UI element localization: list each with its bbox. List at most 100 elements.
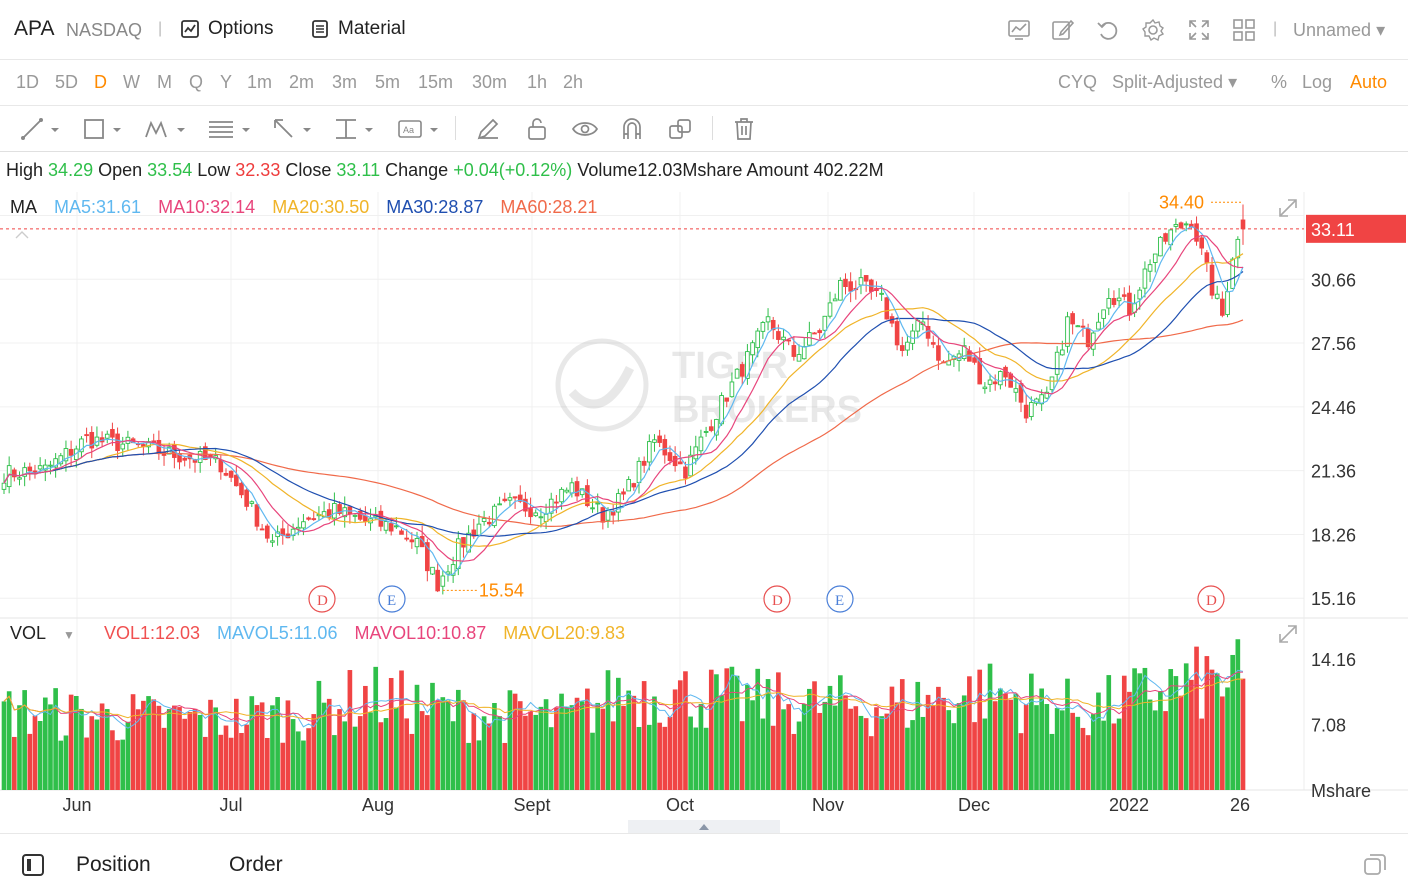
- volume-axis-tick: 14.16: [1311, 650, 1356, 670]
- volume-bar: [440, 697, 446, 790]
- magnet-icon[interactable]: [620, 117, 644, 141]
- period-d[interactable]: D: [94, 72, 107, 92]
- candle-body: [714, 418, 719, 436]
- lock-icon[interactable]: [525, 117, 549, 141]
- panel-resize-handle[interactable]: [628, 820, 780, 833]
- volume-bar: [817, 712, 822, 790]
- candle-body: [1121, 294, 1127, 297]
- period-q[interactable]: Q: [189, 72, 204, 92]
- candle-body: [223, 472, 229, 476]
- pen-icon[interactable]: [476, 117, 500, 141]
- candle-body: [879, 292, 884, 295]
- text-tool-icon[interactable]: Aa: [397, 117, 441, 141]
- measure-tool-icon[interactable]: [334, 117, 376, 141]
- tab-order[interactable]: Order: [229, 853, 283, 876]
- candlestick: [724, 397, 730, 408]
- candlestick: [750, 340, 755, 364]
- candle-body: [1044, 391, 1050, 399]
- layout-name-dropdown[interactable]: Unnamed ▾: [1293, 20, 1385, 41]
- trash-icon[interactable]: [733, 117, 755, 141]
- candlestick: [930, 335, 936, 349]
- volume-bar: [409, 733, 415, 790]
- period-1d[interactable]: 1D: [16, 72, 40, 92]
- chart-icon[interactable]: [1007, 18, 1031, 42]
- auto-toggle[interactable]: Auto: [1350, 72, 1388, 92]
- volume-bar: [295, 731, 301, 790]
- candlestick: [729, 372, 735, 398]
- arrow-tool-icon[interactable]: [272, 117, 314, 141]
- volume-bar: [812, 681, 817, 790]
- period-30m[interactable]: 30m: [472, 72, 508, 92]
- period-5d[interactable]: 5D: [55, 72, 79, 92]
- volume-bar: [177, 707, 182, 790]
- period-5m[interactable]: 5m: [375, 72, 401, 92]
- copy-icon[interactable]: [668, 117, 692, 141]
- period-1h[interactable]: 1h: [527, 72, 548, 92]
- trend-line-tool-icon[interactable]: [20, 117, 62, 141]
- volume-bar: [523, 715, 528, 790]
- log-toggle[interactable]: Log: [1302, 72, 1333, 92]
- period-3m[interactable]: 3m: [332, 72, 358, 92]
- sidebar-toggle-icon[interactable]: [22, 854, 44, 876]
- period-y[interactable]: Y: [220, 72, 233, 92]
- eye-icon[interactable]: [572, 117, 598, 141]
- period-2m[interactable]: 2m: [289, 72, 315, 92]
- candlestick: [703, 426, 709, 437]
- period-2h[interactable]: 2h: [563, 72, 584, 92]
- volume-bar: [621, 705, 626, 790]
- tab-position[interactable]: Position: [76, 853, 151, 876]
- candle-body: [755, 330, 761, 349]
- ma-indicator-label[interactable]: MA: [10, 197, 37, 217]
- candle-body: [259, 528, 265, 531]
- volume-bar: [626, 690, 631, 790]
- bottom-panel-bar: Position Order: [0, 833, 1408, 894]
- undo-icon[interactable]: [1096, 18, 1120, 42]
- mavol5-value: MAVOL5:11.06: [217, 623, 338, 643]
- volume-bar: [141, 700, 146, 790]
- price-axis-tick: 24.46: [1311, 398, 1356, 418]
- candlestick: [796, 344, 802, 362]
- candlestick: [1075, 324, 1081, 328]
- svg-text:Aa: Aa: [403, 125, 414, 135]
- volume-bar: [182, 718, 188, 790]
- cyq-toggle[interactable]: CYQ: [1058, 72, 1098, 92]
- candlestick: [688, 445, 693, 477]
- adjust-dropdown[interactable]: Split-Adjusted ▾: [1112, 72, 1237, 93]
- fibonacci-tool-icon[interactable]: [207, 117, 253, 141]
- volume-bar: [858, 715, 864, 790]
- percent-toggle[interactable]: %: [1271, 72, 1288, 92]
- options-button[interactable]: Options: [180, 18, 273, 40]
- pattern-tool-icon[interactable]: [144, 117, 188, 141]
- candle-body: [337, 504, 342, 514]
- volume-bar: [930, 705, 936, 790]
- volume-bar: [899, 679, 905, 790]
- x-axis-tick: Sept: [513, 795, 550, 815]
- volume-bar: [998, 688, 1003, 790]
- candle-body: [1183, 223, 1189, 226]
- popout-window-icon[interactable]: [1364, 854, 1386, 876]
- vol-indicator-label[interactable]: VOL ▼: [10, 623, 87, 643]
- period-w[interactable]: W: [123, 72, 140, 92]
- period-1m[interactable]: 1m: [247, 72, 273, 92]
- volume-bar: [894, 702, 900, 790]
- candle-body: [987, 379, 993, 385]
- candle-body: [899, 345, 905, 351]
- candle-body: [843, 278, 848, 288]
- candlestick: [647, 434, 652, 471]
- fullscreen-icon[interactable]: [1187, 18, 1211, 42]
- period-15m[interactable]: 15m: [418, 72, 454, 92]
- grid-layout-icon[interactable]: [1232, 18, 1256, 42]
- candle-body: [791, 345, 797, 357]
- candle-body: [729, 381, 735, 398]
- volume-bar: [388, 677, 394, 790]
- settings-icon[interactable]: [1141, 18, 1165, 42]
- candlestick: [899, 336, 905, 357]
- edit-icon[interactable]: [1051, 18, 1075, 42]
- volume-bar: [394, 707, 399, 790]
- material-button[interactable]: Material: [310, 18, 406, 40]
- period-m[interactable]: M: [157, 72, 172, 92]
- rectangle-tool-icon[interactable]: [82, 117, 124, 141]
- candlestick: [1096, 312, 1101, 330]
- symbol-label[interactable]: APA: [14, 17, 55, 40]
